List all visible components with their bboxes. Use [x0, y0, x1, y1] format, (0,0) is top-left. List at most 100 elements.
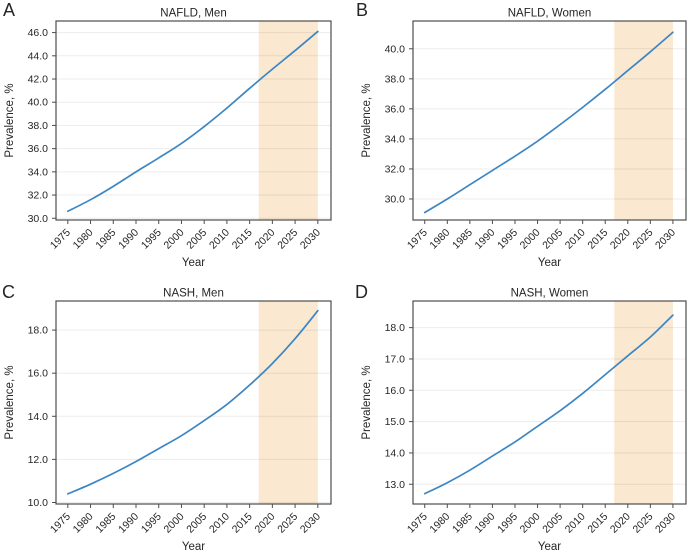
- panel-nafld-men: A 1975 1980 1985 1990 1995 2000 2005 2010 2015 20…: [0, 0, 344, 276]
- panel-nash-men: C 1975 1980 1985 1990 1995 2000 2005 2010 2015 20…: [0, 276, 344, 553]
- projection-shade: [614, 21, 673, 220]
- x-tick-label: 2025: [275, 227, 300, 252]
- y-tick-label: 18.0: [28, 325, 49, 337]
- panel-title: NASH, Men: [163, 288, 224, 300]
- x-axis-label: Year: [538, 541, 561, 553]
- x-tick-label: 1975: [48, 227, 73, 252]
- x-tick-label: 2015: [230, 511, 255, 536]
- y-tick-label: 30.0: [385, 193, 406, 205]
- y-tick-label: 40.0: [385, 43, 406, 55]
- panel-title: NASH, Women: [511, 288, 589, 300]
- x-tick-label: 1985: [93, 511, 118, 536]
- x-tick-label: 2000: [162, 511, 187, 536]
- x-tick-label: 2000: [518, 227, 543, 252]
- x-tick-label: 1975: [405, 511, 430, 536]
- x-tick-label: 1990: [116, 227, 141, 252]
- x-tick-label: 1995: [495, 511, 520, 536]
- x-tick-label: 1975: [405, 227, 430, 252]
- panel-label-b: B: [356, 0, 369, 20]
- panel-label-a: A: [3, 0, 16, 20]
- x-tick-label: 1980: [71, 511, 96, 536]
- x-tick-label: 2010: [207, 511, 232, 536]
- x-tick-label: 1995: [139, 227, 164, 252]
- x-tick-label: 1980: [427, 227, 452, 252]
- trend-line: [423, 314, 674, 495]
- y-tick-label: 40.0: [28, 97, 49, 109]
- y-tick-label: 14.0: [385, 447, 406, 459]
- x-tick-label: 1990: [473, 227, 498, 252]
- x-tick-label: 1985: [450, 511, 475, 536]
- x-tick-label: 2000: [162, 227, 187, 252]
- y-tick-label: 42.0: [28, 74, 49, 86]
- chart-nash-men: 1975198019851990199520002005201020152020…: [4, 288, 332, 553]
- plot-border: [412, 300, 687, 505]
- y-tick-label: 12.0: [28, 454, 49, 466]
- x-tick-label: 1980: [427, 511, 452, 536]
- x-tick-label: 2025: [630, 227, 655, 252]
- x-tick-label: 2010: [563, 511, 588, 536]
- x-tick-label: 2015: [230, 227, 255, 252]
- x-tick-label: 2030: [298, 227, 323, 252]
- panel-label-c: C: [2, 282, 15, 302]
- panel-title: NAFLD, Men: [160, 8, 226, 20]
- y-axis-label: Prevalence, %: [361, 365, 373, 439]
- plot-border: [55, 20, 332, 221]
- x-tick-label: 2020: [252, 227, 277, 252]
- x-tick-label: 2010: [563, 227, 588, 252]
- x-tick-label: 2030: [298, 511, 323, 536]
- y-tick-label: 44.0: [28, 50, 49, 62]
- x-axis-label: Year: [538, 257, 561, 269]
- y-tick-label: 17.0: [385, 353, 406, 365]
- y-axis-label: Prevalence, %: [4, 365, 16, 439]
- x-tick-label: 1995: [139, 511, 164, 536]
- y-tick-label: 34.0: [385, 133, 406, 145]
- x-tick-label: 2030: [653, 511, 678, 536]
- x-tick-label: 1990: [473, 511, 498, 536]
- x-tick-label: 1990: [116, 511, 141, 536]
- y-tick-label: 16.0: [28, 368, 49, 380]
- y-axis-label: Prevalence, %: [361, 83, 373, 157]
- x-axis-label: Year: [182, 541, 205, 553]
- x-tick-label: 2015: [585, 511, 610, 536]
- plot-border: [55, 300, 332, 505]
- x-tick-label: 2025: [275, 511, 300, 536]
- panel-title: NAFLD, Women: [508, 8, 592, 20]
- y-tick-label: 36.0: [28, 143, 49, 155]
- x-tick-label: 2025: [630, 511, 655, 536]
- y-tick-label: 14.0: [28, 411, 49, 423]
- trend-line: [423, 31, 674, 214]
- projection-shade: [258, 21, 318, 220]
- panel-label-d: D: [355, 282, 368, 302]
- x-tick-label: 1995: [495, 227, 520, 252]
- chart-nafld-women: 1975198019851990199520002005201020152020…: [361, 8, 687, 269]
- x-tick-label: 2000: [518, 511, 543, 536]
- x-tick-label: 1985: [450, 227, 475, 252]
- y-tick-label: 16.0: [385, 385, 406, 397]
- x-tick-label: 2005: [184, 227, 209, 252]
- x-tick-label: 1975: [48, 511, 73, 536]
- y-tick-label: 32.0: [385, 163, 406, 175]
- projection-shade: [258, 301, 318, 504]
- x-tick-label: 2015: [585, 227, 610, 252]
- x-tick-label: 2005: [540, 511, 565, 536]
- x-axis-label: Year: [182, 257, 205, 269]
- x-tick-label: 2005: [540, 227, 565, 252]
- x-tick-label: 2005: [184, 511, 209, 536]
- x-tick-label: 1980: [71, 227, 96, 252]
- y-tick-label: 15.0: [385, 416, 406, 428]
- panel-nash-women: D 1975 1980 1985 1990 1995 2000 2005 2010 2015 20…: [344, 276, 688, 553]
- y-tick-label: 38.0: [28, 120, 49, 132]
- x-tick-label: 2020: [608, 227, 633, 252]
- x-tick-label: 2020: [252, 511, 277, 536]
- panel-nafld-women: B 1975 1980 1985 1990 1995 2000 2005 2010 2015 20…: [344, 0, 688, 276]
- x-tick-label: 2010: [207, 227, 232, 252]
- y-tick-label: 10.0: [28, 497, 49, 509]
- plot-border: [412, 20, 687, 221]
- chart-nash-women: 1975198019851990199520002005201020152020…: [361, 288, 687, 553]
- y-tick-label: 13.0: [385, 479, 406, 491]
- x-tick-label: 2020: [608, 511, 633, 536]
- trend-line: [66, 30, 319, 213]
- y-axis-label: Prevalence, %: [4, 83, 16, 157]
- y-tick-label: 32.0: [28, 190, 49, 202]
